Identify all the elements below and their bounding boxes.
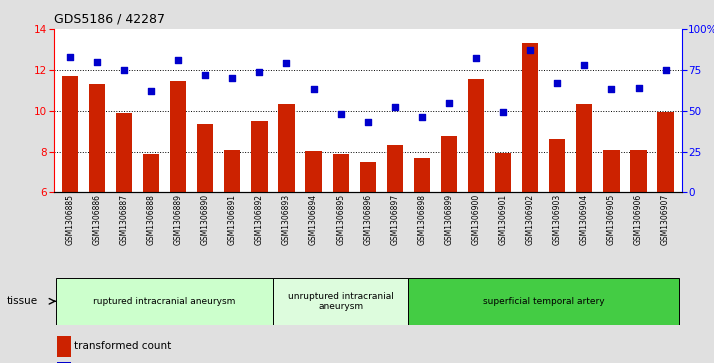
Bar bbox=[549, 139, 565, 192]
Text: GSM1306899: GSM1306899 bbox=[444, 194, 453, 245]
Point bbox=[416, 114, 428, 120]
Bar bbox=[408, 278, 679, 325]
Point bbox=[281, 60, 292, 66]
Text: ruptured intracranial aneurysm: ruptured intracranial aneurysm bbox=[94, 297, 236, 306]
Bar bbox=[387, 146, 403, 192]
Text: unruptured intracranial
aneurysm: unruptured intracranial aneurysm bbox=[288, 291, 393, 311]
Point bbox=[498, 110, 509, 115]
Bar bbox=[170, 81, 186, 192]
Point bbox=[172, 57, 183, 63]
Bar bbox=[61, 76, 78, 192]
Bar bbox=[576, 103, 593, 192]
Text: GSM1306886: GSM1306886 bbox=[92, 194, 101, 245]
Text: GSM1306898: GSM1306898 bbox=[418, 194, 426, 245]
Bar bbox=[273, 278, 408, 325]
Point bbox=[443, 99, 455, 105]
Text: GSM1306890: GSM1306890 bbox=[201, 194, 210, 245]
Point bbox=[552, 80, 563, 86]
Point bbox=[253, 69, 265, 74]
Text: GSM1306897: GSM1306897 bbox=[391, 194, 399, 245]
Text: GSM1306885: GSM1306885 bbox=[65, 194, 74, 245]
Point bbox=[119, 67, 130, 73]
Text: GSM1306903: GSM1306903 bbox=[553, 194, 562, 245]
Bar bbox=[278, 103, 295, 192]
Bar bbox=[56, 336, 71, 356]
Text: GSM1306896: GSM1306896 bbox=[363, 194, 372, 245]
Point bbox=[362, 119, 373, 125]
Bar bbox=[197, 124, 213, 192]
Bar bbox=[333, 154, 348, 192]
Bar bbox=[522, 43, 538, 192]
Point bbox=[91, 59, 103, 65]
Point bbox=[605, 86, 617, 92]
Point bbox=[633, 85, 644, 91]
Text: GSM1306888: GSM1306888 bbox=[146, 194, 156, 245]
Text: GSM1306895: GSM1306895 bbox=[336, 194, 345, 245]
Bar bbox=[360, 162, 376, 192]
Point bbox=[660, 67, 671, 73]
Bar bbox=[495, 152, 511, 192]
Text: GSM1306901: GSM1306901 bbox=[498, 194, 508, 245]
Bar bbox=[89, 84, 105, 192]
Point bbox=[146, 88, 157, 94]
Text: GSM1306905: GSM1306905 bbox=[607, 194, 616, 245]
Text: GSM1306906: GSM1306906 bbox=[634, 194, 643, 245]
Point bbox=[471, 56, 482, 61]
Bar bbox=[306, 151, 322, 192]
Point bbox=[64, 54, 76, 60]
Point bbox=[578, 62, 590, 68]
Point bbox=[525, 47, 536, 53]
Bar bbox=[468, 79, 484, 192]
Bar bbox=[116, 113, 132, 192]
Bar bbox=[441, 136, 457, 192]
Bar bbox=[630, 150, 647, 192]
Text: GSM1306900: GSM1306900 bbox=[471, 194, 481, 245]
Bar bbox=[56, 278, 273, 325]
Text: GSM1306894: GSM1306894 bbox=[309, 194, 318, 245]
Bar bbox=[251, 121, 268, 192]
Text: GSM1306907: GSM1306907 bbox=[661, 194, 670, 245]
Text: superficial temporal artery: superficial temporal artery bbox=[483, 297, 605, 306]
Text: GSM1306902: GSM1306902 bbox=[526, 194, 535, 245]
Point bbox=[308, 86, 319, 92]
Text: GSM1306891: GSM1306891 bbox=[228, 194, 237, 245]
Bar bbox=[658, 112, 674, 192]
Text: GSM1306904: GSM1306904 bbox=[580, 194, 589, 245]
Text: GSM1306889: GSM1306889 bbox=[174, 194, 183, 245]
Point bbox=[199, 72, 211, 78]
Bar bbox=[413, 158, 430, 192]
Text: transformed count: transformed count bbox=[74, 341, 171, 351]
Point bbox=[226, 75, 238, 81]
Bar bbox=[603, 150, 620, 192]
Text: GSM1306887: GSM1306887 bbox=[119, 194, 129, 245]
Text: GSM1306892: GSM1306892 bbox=[255, 194, 264, 245]
Text: GSM1306893: GSM1306893 bbox=[282, 194, 291, 245]
Bar bbox=[56, 362, 71, 363]
Bar bbox=[224, 150, 241, 192]
Bar bbox=[143, 154, 159, 192]
Text: tissue: tissue bbox=[7, 296, 39, 306]
Point bbox=[389, 105, 401, 110]
Point bbox=[335, 111, 346, 117]
Text: GDS5186 / 42287: GDS5186 / 42287 bbox=[54, 13, 164, 26]
